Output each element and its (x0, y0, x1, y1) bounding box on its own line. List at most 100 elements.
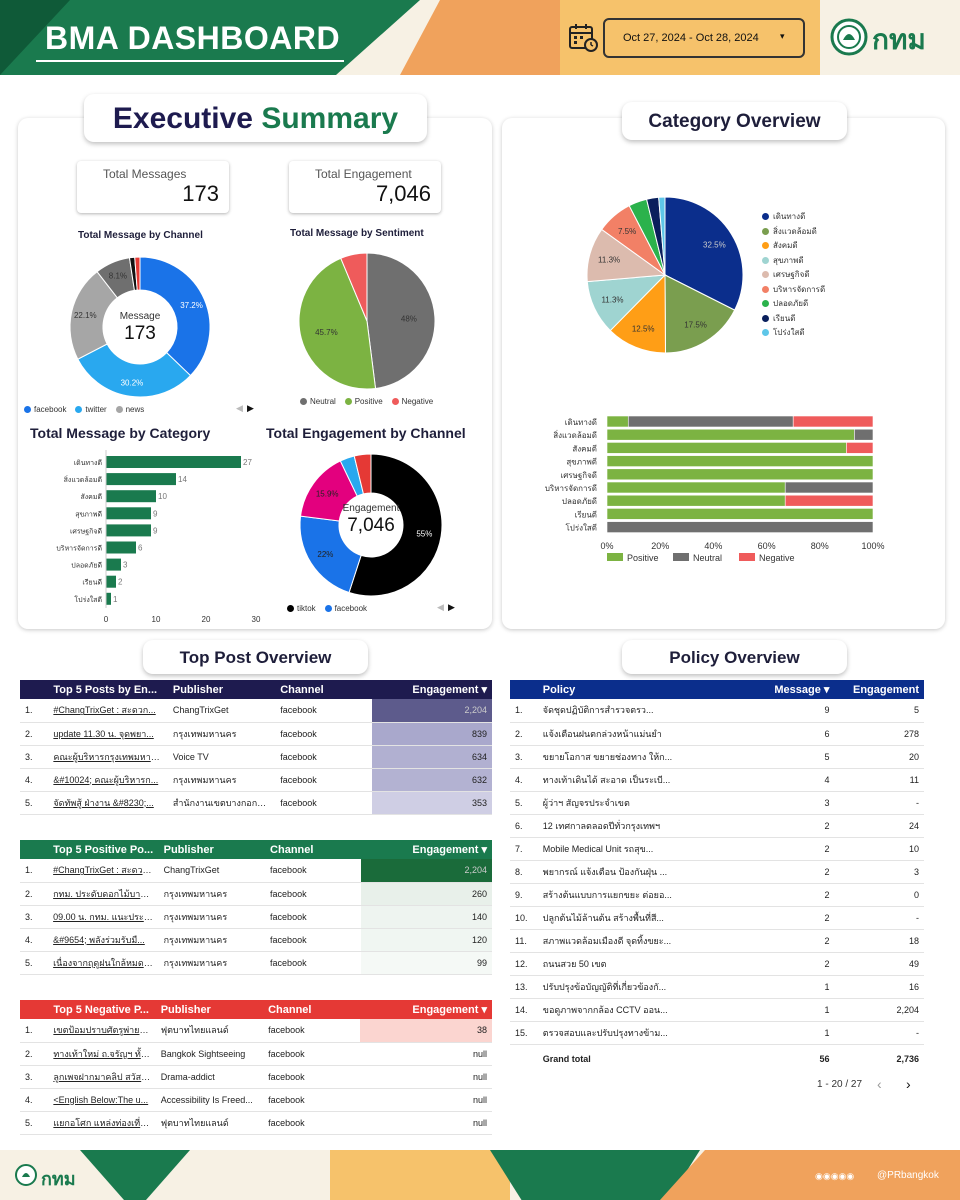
stack-segment-positive[interactable] (606, 455, 874, 467)
table-row[interactable]: 11. สภาพแวดล้อมเมืองดี จุดทิ้งขยะ... 2 18 (510, 929, 924, 953)
table-cell[interactable]: แยกอโศก แหล่งท่องเที่ยว... (48, 1111, 156, 1135)
column-header[interactable]: Channel (265, 840, 362, 859)
table-row[interactable]: 8. พยากรณ์ แจ้งเตือน ป้องกันฝุ่น ... 2 3 (510, 860, 924, 884)
table-row[interactable]: 3. ขยายโอกาส ขยายช่องทาง ให้ก... 5 20 (510, 745, 924, 769)
column-header[interactable]: Top 5 Negative P... (48, 1000, 156, 1019)
table-cell[interactable]: &#9654; พลังร่วมรับมื... (48, 928, 159, 952)
table-row[interactable]: 7. Mobile Medical Unit รถสุข... 2 10 (510, 837, 924, 861)
table-cell[interactable]: #ChangTrixGet : สะดวก... (48, 859, 159, 883)
stack-segment-positive[interactable] (606, 468, 874, 481)
table-cell[interactable]: จัดทัพสู้ ฝ่างาน &#8230;... (48, 791, 168, 815)
table-row[interactable]: 5. ผู้ว่าฯ สัญจรประจำเขต 3- (510, 791, 924, 815)
category-bar[interactable] (106, 490, 156, 503)
table-cell[interactable]: ลูกเพจฝากมาคลิป สวัสดีค... (48, 1065, 156, 1089)
column-header[interactable]: Top 5 Positive Po... (48, 840, 159, 859)
table-row[interactable]: 5. เนื่องจากฤดูฝนใกล้หมดลง ... กรุงเทพมหาน… (20, 951, 492, 975)
table-cell[interactable]: 09.00 น. กทม. แนะประช... (48, 905, 159, 929)
table-row[interactable]: 2. update 11.30 น. จุดพยา... กรุงเทพมหานคร… (20, 722, 492, 746)
table-row[interactable]: 1. เขตป้อมปราบศัตรูพ่ายเห็น... ฟุตบาทไทยแล… (20, 1019, 492, 1043)
legend-next-icon[interactable]: ▶ (448, 602, 455, 612)
slice-tiktok[interactable] (348, 453, 443, 597)
table-row[interactable]: 10. ปลูกต้นไม้ล้านต้น สร้างพื้นที่สี... 2- (510, 906, 924, 930)
category-bar[interactable] (106, 592, 111, 605)
table-row[interactable]: 5. จัดทัพสู้ ฝ่างาน &#8230;... สำนักงานเขต… (20, 791, 492, 815)
stack-segment-positive[interactable] (606, 494, 786, 507)
stack-segment-positive[interactable] (606, 481, 786, 494)
stack-segment-positive[interactable] (606, 508, 874, 520)
table-row[interactable]: 3. 09.00 น. กทม. แนะประช... กรุงเทพมหานคร f… (20, 905, 492, 929)
table-row[interactable]: 3. คณะผู้บริหารกรุงเทพมหานค... Voice TV fac… (20, 745, 492, 769)
slice-segment-5[interactable] (134, 256, 141, 291)
column-header[interactable]: Channel (263, 1000, 361, 1019)
category-bar[interactable] (106, 473, 176, 486)
category-bar[interactable] (106, 558, 121, 571)
table-cell[interactable]: &#10024; คณะผู้บริหารก... (48, 768, 168, 792)
table-row[interactable]: 4. <English Below:The u... Accessibility I… (20, 1088, 492, 1112)
category-bar[interactable] (106, 575, 116, 588)
table-row[interactable]: 4. &#10024; คณะผู้บริหารก... กรุงเทพมหานคร… (20, 768, 492, 792)
date-range-picker[interactable]: Oct 27, 2024 - Oct 28, 2024 ▾ (603, 18, 805, 58)
calendar-icon[interactable] (568, 22, 598, 52)
slice-twitter[interactable] (77, 343, 192, 398)
category-bar[interactable] (106, 541, 136, 554)
column-header[interactable]: Publisher (158, 840, 266, 859)
category-bar[interactable] (106, 507, 151, 520)
stack-segment-neutral[interactable] (627, 415, 794, 428)
table-row[interactable]: 2. ทางเท้าใหม่ ถ.จรัญฯ ทั้งสอ... Bangkok S… (20, 1042, 492, 1066)
page-prev-icon[interactable]: ‹ (877, 1076, 882, 1092)
table-cell[interactable]: เขตป้อมปราบศัตรูพ่ายเห็น... (48, 1019, 156, 1043)
category-bar[interactable] (106, 524, 151, 537)
stack-segment-neutral[interactable] (854, 428, 874, 441)
table-row[interactable]: 4. ทางเท้าเดินได้ สะอาด เป็นระเบี... 4 11 (510, 768, 924, 792)
stack-segment-negative[interactable] (784, 494, 874, 507)
slice-Positive[interactable] (298, 257, 377, 390)
table-row[interactable]: 9. สร้างต้นแบบการแยกขยะ ต่อยอ... 2 0 (510, 883, 924, 907)
table-row[interactable]: 3. ลูกเพจฝากมาคลิป สวัสดีค... Drama-addict… (20, 1065, 492, 1089)
slice-Negative[interactable] (340, 252, 368, 322)
table-cell[interactable]: #ChangTrixGet : สะดวก... (48, 699, 168, 723)
table-row[interactable]: 6. 12 เทศกาลตลอดปีทั่วกรุงเทพฯ 2 24 (510, 814, 924, 838)
legend-prev-icon[interactable]: ◀ (236, 403, 243, 413)
table-row[interactable]: 15. ตรวจสอบและปรับปรุงทางข้าม... 1- (510, 1021, 924, 1045)
stack-segment-positive[interactable] (606, 442, 847, 454)
column-header[interactable]: Engagement ▾ (360, 1000, 492, 1019)
table-row[interactable]: 1. #ChangTrixGet : สะดวก... ChangTrixGet fa… (20, 699, 492, 723)
stack-segment-neutral[interactable] (784, 481, 874, 494)
table-row[interactable]: 1. จัดชุดปฏิบัติการสำรวจตรว... 9 5 (510, 699, 924, 723)
slice-สิ่งแวดล้อมดี[interactable] (664, 274, 736, 354)
column-header[interactable]: Engagement (834, 680, 924, 699)
table-cell[interactable]: update 11.30 น. จุดพยา... (48, 722, 168, 746)
category-bar[interactable] (106, 456, 241, 468)
slice-โปร่งใสดี[interactable] (658, 196, 666, 276)
stack-segment-positive[interactable] (606, 415, 629, 428)
slice-segment-4[interactable] (353, 453, 372, 495)
legend-next-icon[interactable]: ▶ (247, 403, 254, 413)
column-header[interactable]: Message ▾ (697, 680, 835, 699)
table-row[interactable]: 5. แยกอโศก แหล่งท่องเที่ยว... ฟุตบาทไทยแลน… (20, 1111, 492, 1135)
page-next-icon[interactable]: › (906, 1076, 911, 1092)
column-header[interactable]: Publisher (167, 680, 276, 699)
table-cell[interactable]: <English Below:The u... (48, 1088, 156, 1112)
stack-segment-negative[interactable] (792, 415, 874, 428)
slice-Neutral[interactable] (366, 252, 436, 390)
table-row[interactable]: 2. กทม. ประดับดอกไม้บานส... กรุงเทพมหานคร f… (20, 882, 492, 906)
slice-สังคมดี[interactable] (609, 273, 666, 354)
table-row[interactable]: 4. &#9654; พลังร่วมรับมื... กรุงเทพมหานคร f… (20, 928, 492, 952)
table-cell[interactable]: คณะผู้บริหารกรุงเทพมหานค... (48, 745, 168, 769)
table-row[interactable]: 13. ปรับปรุงข้อบัญญัติที่เกี่ยวข้องกั... 1… (510, 975, 924, 999)
stack-segment-positive[interactable] (606, 428, 855, 441)
table-row[interactable]: 1. #ChangTrixGet : สะดวก... ChangTrixGet fa… (20, 859, 492, 883)
slice-เดินทางดี[interactable] (664, 196, 744, 311)
slice-facebook[interactable] (139, 256, 211, 377)
table-row[interactable]: 2. แจ้งเตือนฝนตกล่วงหน้าแม่นยำ 6 278 (510, 722, 924, 746)
stack-segment-negative[interactable] (846, 442, 874, 454)
column-header[interactable]: Publisher (155, 1000, 264, 1019)
stack-segment-neutral[interactable] (606, 521, 874, 533)
column-header[interactable]: Top 5 Posts by En... (48, 680, 168, 699)
column-header[interactable]: Engagement ▾ (361, 840, 492, 859)
table-row[interactable]: 12. ถนนสวย 50 เขต 2 49 (510, 952, 924, 976)
legend-prev-icon[interactable]: ◀ (437, 602, 444, 612)
column-header[interactable]: Engagement ▾ (372, 680, 492, 699)
table-cell[interactable]: เนื่องจากฤดูฝนใกล้หมดลง ... (48, 951, 159, 975)
table-cell[interactable]: กทม. ประดับดอกไม้บานส... (48, 882, 159, 906)
